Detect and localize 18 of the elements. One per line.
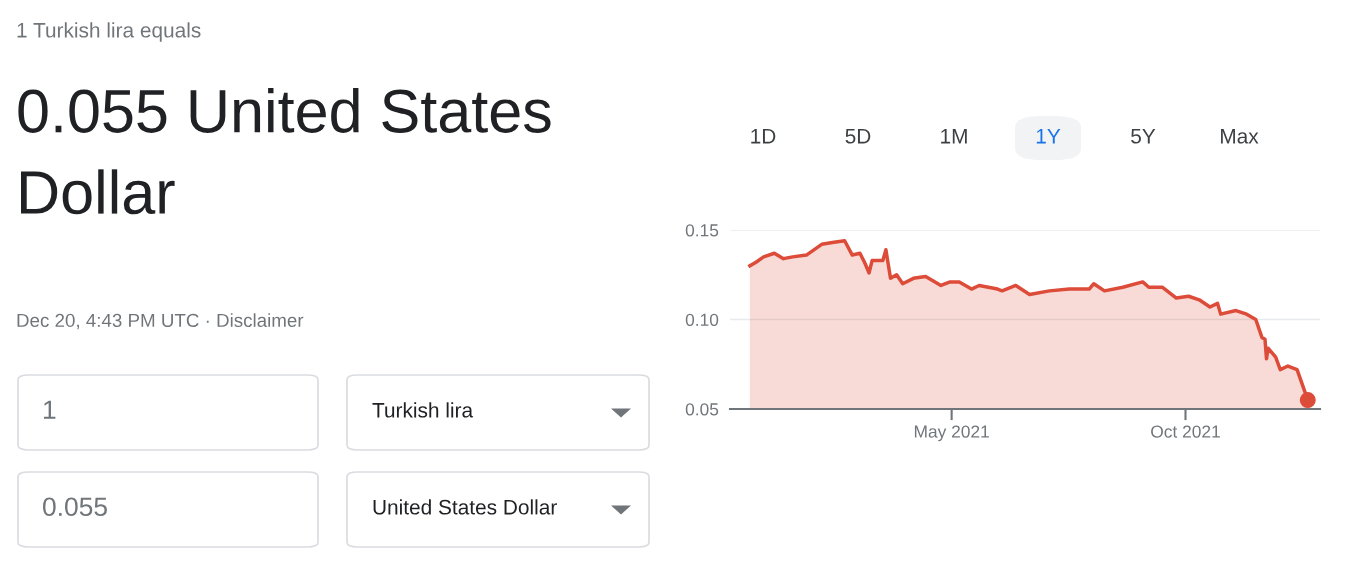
text: 1M [941,129,967,144]
y-tick-label: 0.05 [685,403,719,416]
text: 1Y [1036,129,1061,144]
text: Dec 20, 4:43 PM UTC · Disclaimer [17,313,304,330]
y-tick-label: 0.15 [685,224,719,237]
text: United States Dollar [373,499,557,515]
x-tick-label: May 2021 [914,425,989,442]
text: 1 [44,400,56,419]
text: Max [1221,129,1259,144]
text: 1 Turkish lira equals [17,22,201,42]
y-tick-label: 0.10 [685,313,719,326]
text: 5D [845,129,871,144]
text: 1D [751,129,776,144]
x-tick-label: Oct 2021 [1151,425,1220,438]
text: 5Y [1131,129,1156,144]
chart-subtitle: 0.055 United States Dollar [18,88,551,215]
text: 0.055 [43,497,107,517]
text: Turkish lira [372,402,474,418]
